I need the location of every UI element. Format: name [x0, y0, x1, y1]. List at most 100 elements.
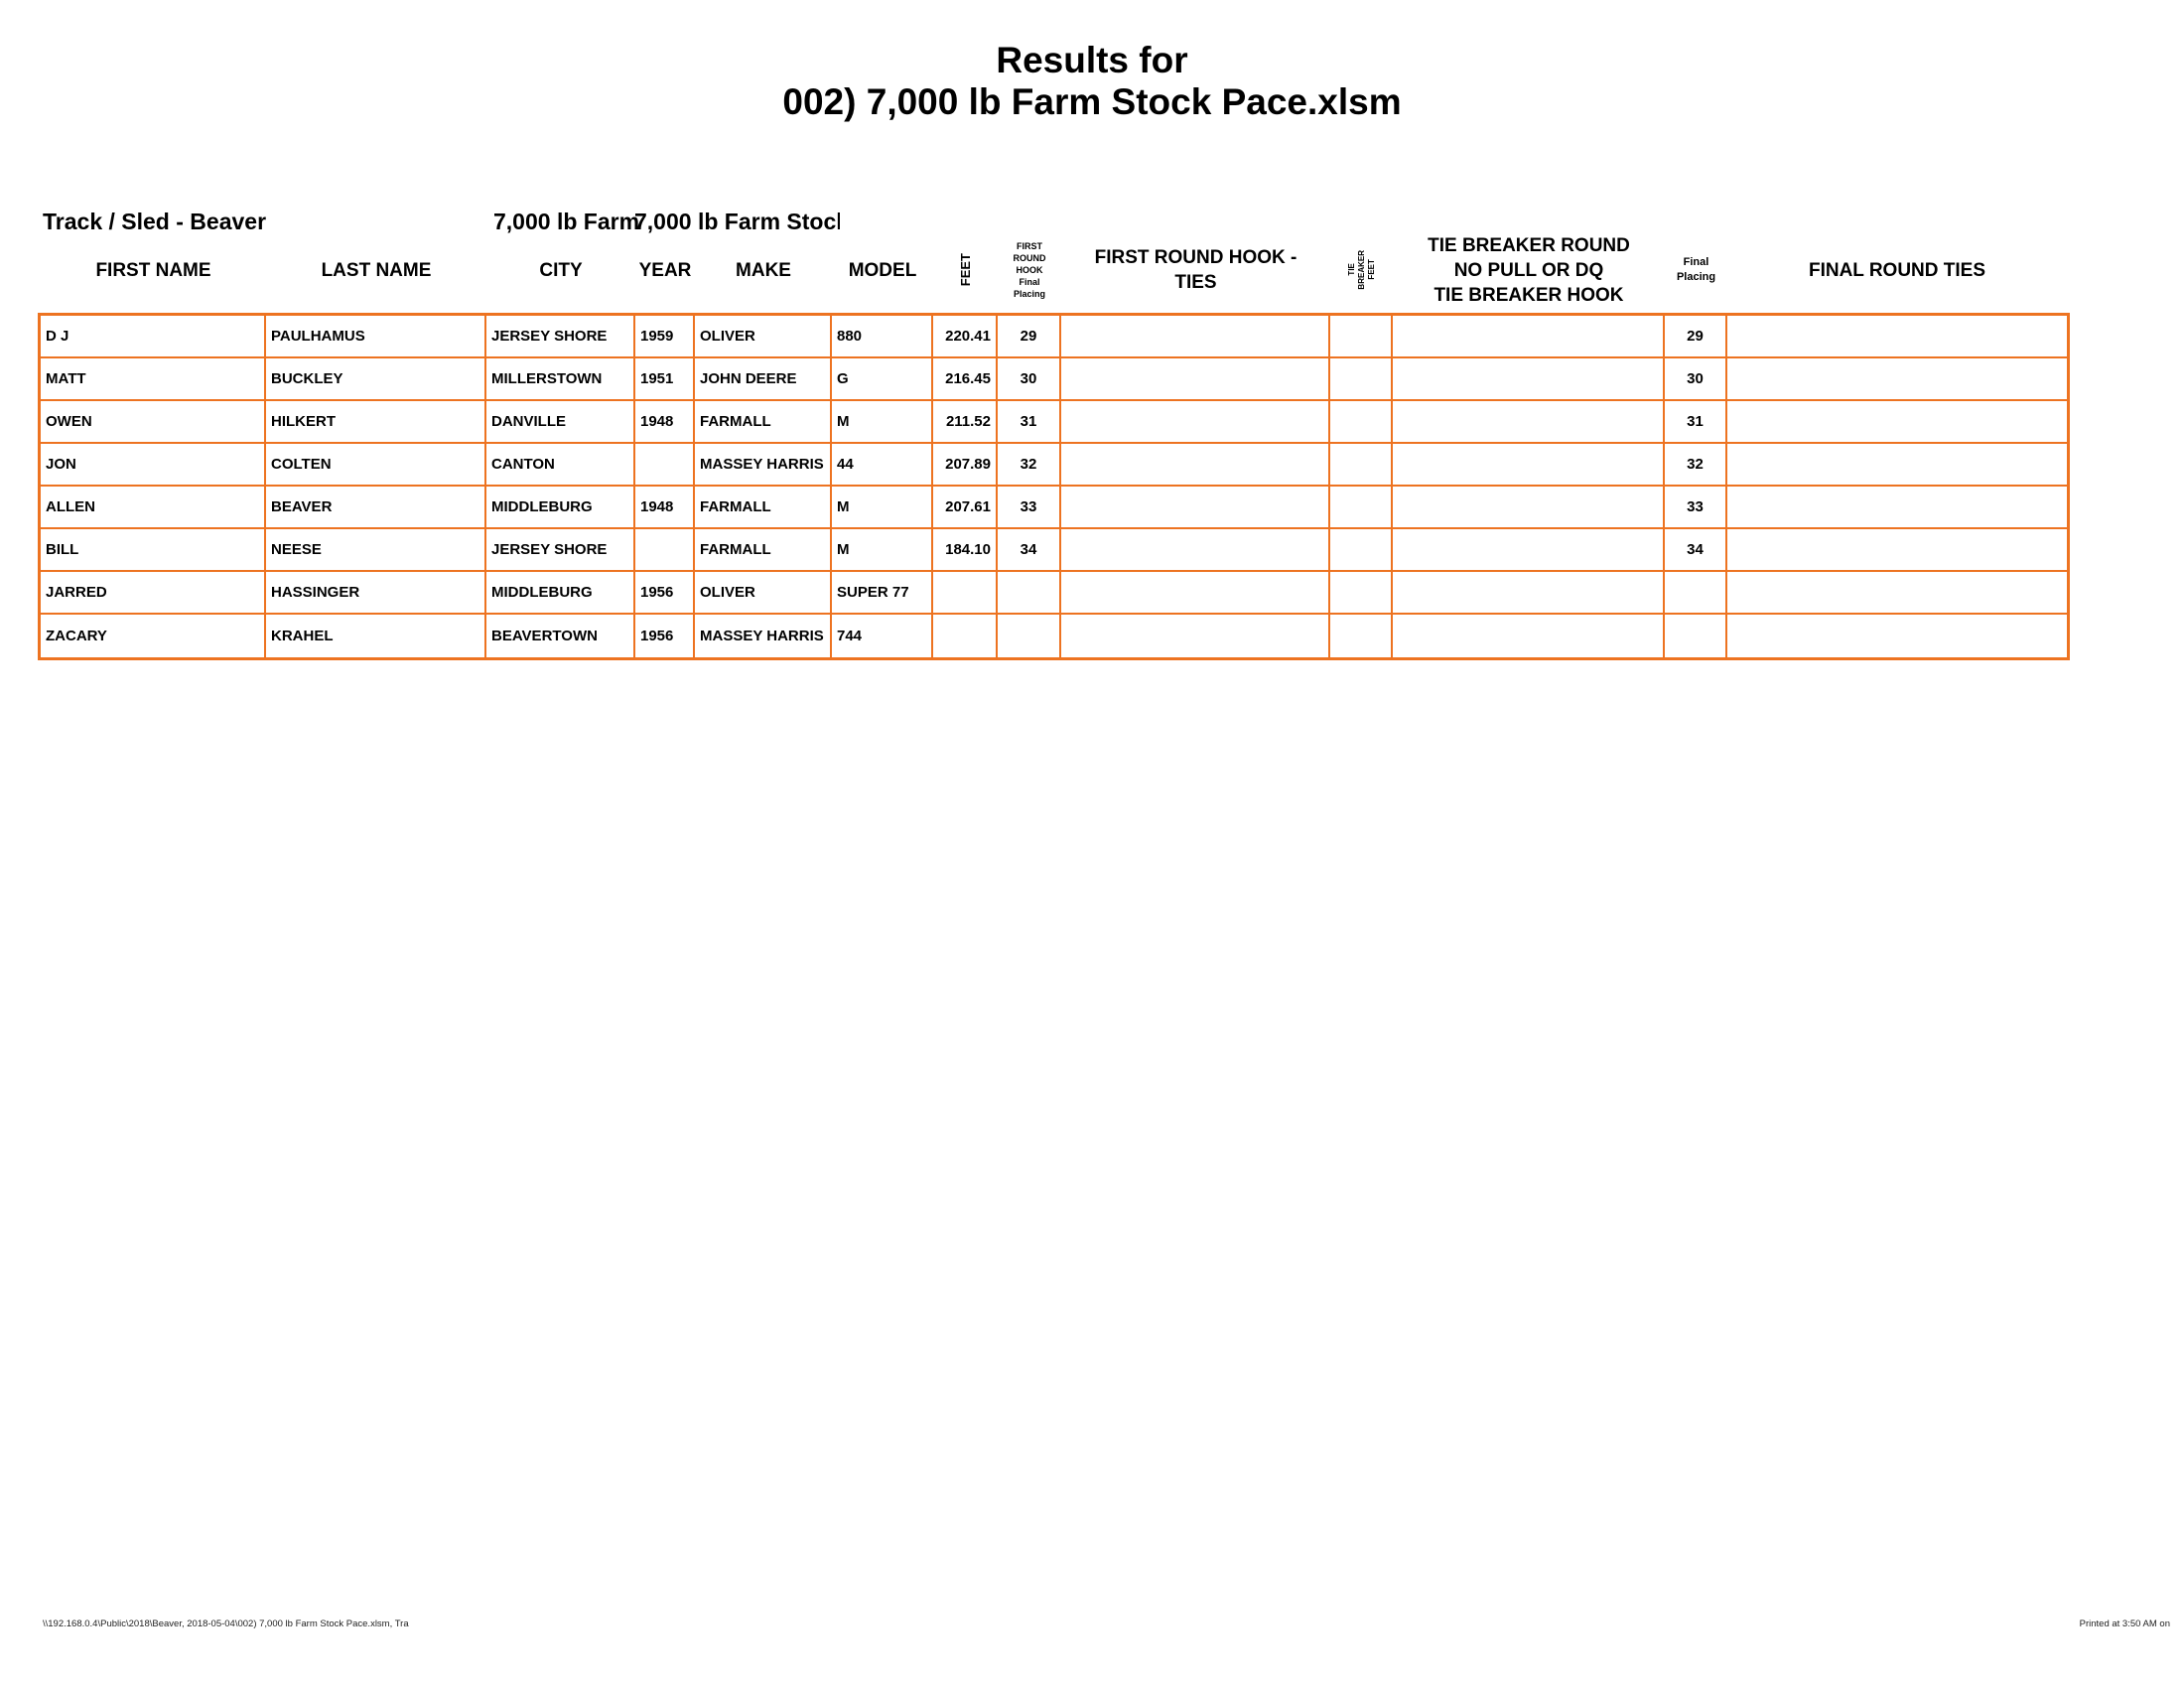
- cell-final_placing: 34: [1665, 529, 1727, 572]
- cell-make: MASSEY HARRIS: [695, 615, 832, 657]
- class-label-short: 7,000 lb Farm: [493, 209, 640, 234]
- cell-frh_ties: [1061, 572, 1330, 615]
- cell-tb_round: [1393, 358, 1665, 401]
- cell-last_name: BEAVER: [266, 487, 486, 529]
- cell-frh_ties: [1061, 316, 1330, 358]
- cell-year: 1948: [635, 487, 695, 529]
- cell-tb_feet: [1330, 529, 1393, 572]
- cell-model: M: [832, 487, 933, 529]
- cell-final_placing: [1665, 572, 1727, 615]
- cell-city: DANVILLE: [486, 401, 635, 444]
- cell-tb_feet: [1330, 401, 1393, 444]
- cell-year: 1956: [635, 572, 695, 615]
- column-header-first_name: FIRST NAME: [95, 259, 211, 281]
- cell-feet: 207.89: [933, 444, 998, 487]
- footer-file-path: \\192.168.0.4\Public\2018\Beaver, 2018-0…: [43, 1618, 409, 1629]
- rotated-header-text: FEET: [958, 253, 973, 287]
- cell-city: MIDDLEBURG: [486, 487, 635, 529]
- column-header-make: MAKE: [736, 259, 791, 281]
- column-header-last_name: LAST NAME: [321, 259, 432, 281]
- cell-model: SUPER 77: [832, 572, 933, 615]
- cell-tb_round: [1393, 316, 1665, 358]
- cell-frh_ties: [1061, 444, 1330, 487]
- cell-tb_feet: [1330, 444, 1393, 487]
- cell-year: [635, 529, 695, 572]
- column-header-frh_ties: FIRST ROUND HOOK - TIES: [1094, 247, 1297, 293]
- cell-city: JERSEY SHORE: [486, 529, 635, 572]
- cell-tb_feet: [1330, 358, 1393, 401]
- cell-tb_feet: [1330, 487, 1393, 529]
- column-header-tb_round: TIE BREAKER ROUND NO PULL OR DQ TIE BREAKE…: [1428, 234, 1630, 306]
- page-subtitle: 002) 7,000 lb Farm Stock Pace.xlsm: [782, 81, 1402, 122]
- class-label-full: 7,000 lb Farm Stock: [634, 209, 840, 234]
- cell-tb_round: [1393, 401, 1665, 444]
- cell-feet: 207.61: [933, 487, 998, 529]
- cell-make: OLIVER: [695, 572, 832, 615]
- cell-model: 44: [832, 444, 933, 487]
- table-header-row: FIRST NAME LAST NAME CITY YEAR MAKE MODEL FEET…: [41, 230, 2067, 310]
- cell-frh_ties: [1061, 401, 1330, 444]
- cell-final_placing: 31: [1665, 401, 1727, 444]
- cell-frh_placing: [998, 615, 1061, 657]
- cell-frh_placing: [998, 572, 1061, 615]
- cell-last_name: COLTEN: [266, 444, 486, 487]
- cell-frh_placing: 34: [998, 529, 1061, 572]
- cell-year: [635, 444, 695, 487]
- cell-year: 1956: [635, 615, 695, 657]
- cell-first_name: D J: [41, 316, 266, 358]
- cell-city: JERSEY SHORE: [486, 316, 635, 358]
- column-header-frh_placing: FIRST ROUND HOOK Final Placing: [1013, 241, 1046, 299]
- cell-last_name: HASSINGER: [266, 572, 486, 615]
- cell-frh_ties: [1061, 529, 1330, 572]
- cell-feet: 216.45: [933, 358, 998, 401]
- cell-frh_placing: 29: [998, 316, 1061, 358]
- cell-tb_round: [1393, 487, 1665, 529]
- cell-feet: 184.10: [933, 529, 998, 572]
- column-header-final_placing: Final Placing: [1676, 256, 1716, 283]
- cell-feet: [933, 572, 998, 615]
- column-header-year: YEAR: [638, 259, 692, 281]
- column-header-city: CITY: [539, 259, 583, 281]
- cell-tb_round: [1393, 444, 1665, 487]
- cell-first_name: BILL: [41, 529, 266, 572]
- cell-frh_placing: 33: [998, 487, 1061, 529]
- track-sled-label: Track / Sled - Beaver: [43, 209, 267, 234]
- cell-model: M: [832, 401, 933, 444]
- cell-final_round_ties: [1727, 444, 2067, 487]
- results-table: D J PAULHAMUS JERSEY SHORE 1959 OLIVER 880 220…: [38, 313, 2070, 660]
- column-header-final_round_ties: FINAL ROUND TIES: [1808, 259, 1986, 281]
- cell-year: 1951: [635, 358, 695, 401]
- cell-city: CANTON: [486, 444, 635, 487]
- cell-first_name: JARRED: [41, 572, 266, 615]
- cell-last_name: KRAHEL: [266, 615, 486, 657]
- cell-last_name: PAULHAMUS: [266, 316, 486, 358]
- cell-make: MASSEY HARRIS: [695, 444, 832, 487]
- cell-first_name: ZACARY: [41, 615, 266, 657]
- cell-make: FARMALL: [695, 529, 832, 572]
- column-header-feet: FEET: [933, 253, 998, 286]
- cell-final_placing: 30: [1665, 358, 1727, 401]
- cell-feet: [933, 615, 998, 657]
- cell-model: 880: [832, 316, 933, 358]
- cell-final_placing: 32: [1665, 444, 1727, 487]
- cell-city: MIDDLEBURG: [486, 572, 635, 615]
- cell-last_name: HILKERT: [266, 401, 486, 444]
- cell-final_round_ties: [1727, 358, 2067, 401]
- cell-make: OLIVER: [695, 316, 832, 358]
- cell-last_name: NEESE: [266, 529, 486, 572]
- cell-tb_round: [1393, 615, 1665, 657]
- cell-tb_round: [1393, 572, 1665, 615]
- cell-make: FARMALL: [695, 487, 832, 529]
- cell-model: G: [832, 358, 933, 401]
- cell-year: 1948: [635, 401, 695, 444]
- cell-feet: 211.52: [933, 401, 998, 444]
- cell-final_round_ties: [1727, 487, 2067, 529]
- cell-first_name: JON: [41, 444, 266, 487]
- footer-printed-at: Printed at 3:50 AM on: [2079, 1618, 2170, 1629]
- cell-final_round_ties: [1727, 401, 2067, 444]
- cell-feet: 220.41: [933, 316, 998, 358]
- cell-final_round_ties: [1727, 572, 2067, 615]
- cell-model: M: [832, 529, 933, 572]
- rotated-header-text: TIE BREAKER FEET: [1346, 250, 1376, 290]
